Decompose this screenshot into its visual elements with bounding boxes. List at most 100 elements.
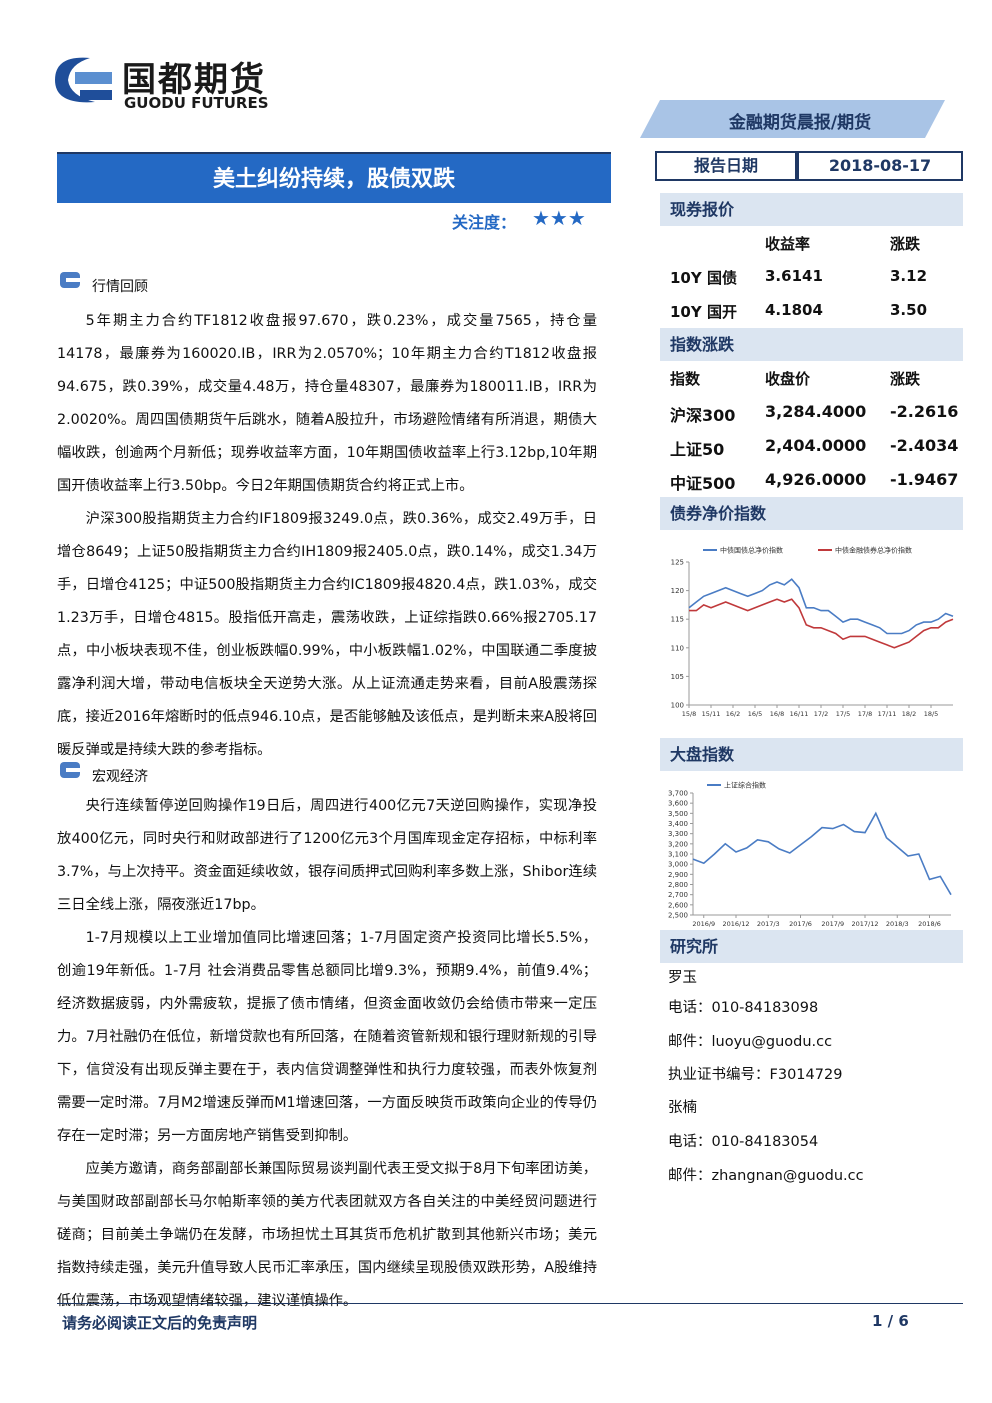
y-tick-label: 3,400	[668, 820, 688, 828]
x-tick-label: 2016/12	[722, 920, 749, 928]
stars: ★★★	[532, 206, 586, 230]
x-tick-label: 2016/9	[692, 920, 715, 928]
table-cell: 3,284.4000	[765, 402, 867, 421]
side-heading: 指数涨跌	[660, 328, 963, 361]
x-tick-label: 17/11	[878, 710, 897, 718]
x-tick-label: 16/5	[748, 710, 763, 718]
table-cell: 沪深300	[670, 406, 736, 425]
table-cell: 上证50	[670, 440, 725, 459]
y-tick-label: 2,900	[668, 871, 688, 879]
date-label: 报告日期	[655, 151, 797, 181]
x-tick-label: 16/2	[726, 710, 741, 718]
x-tick-label: 2017/6	[789, 920, 812, 928]
market-chart: 2,500 2,600 2,700 2,800 2,900 3,000 3,100 3,200…	[668, 781, 952, 928]
table-cell: 4,926.0000	[765, 470, 867, 489]
research-line: 邮件：luoyu@guodu.cc	[668, 1034, 833, 1050]
table-cell: 2,404.0000	[765, 436, 867, 455]
logo-mark	[55, 57, 112, 103]
table-cell: -2.4034	[890, 436, 959, 455]
research-line: 电话：010-84183054	[668, 1134, 819, 1150]
column-header: 收盘价	[765, 370, 811, 388]
y-tick-label: 3,700	[668, 790, 688, 798]
research-line: 邮件：zhangnan@guodu.cc	[668, 1168, 864, 1184]
legend-label: 中债金融债券总净价指数	[835, 546, 912, 555]
paragraph: 5年期主力合约TF1812收盘报97.670，跌0.23%，成交量7565，持仓…	[57, 313, 597, 494]
table-cell: 3.12	[890, 267, 928, 285]
x-tick-label: 2018/6	[918, 920, 941, 928]
bond-chart: 100 105 110 115 120 125 15/8 15/11 16/2 16/5 16/8 1…	[671, 546, 954, 718]
x-tick-label: 2018/3	[886, 920, 909, 928]
table-cell: 10Y 国债	[670, 269, 737, 287]
x-tick-label: 17/8	[858, 710, 873, 718]
section-body: 央行连续暂停逆回购操作19日后，周四进行400亿元7天逆回购操作，实现净投放40…	[57, 790, 597, 1318]
x-tick-label: 2017/12	[851, 920, 878, 928]
section-icon	[60, 272, 80, 288]
side-heading: 研究所	[660, 930, 963, 963]
table-cell: 10Y 国开	[670, 303, 737, 321]
section-heading: 行情回顾	[92, 279, 148, 295]
paragraph: 应美方邀请，商务部副部长兼国际贸易谈判副代表王受文拟于8月下旬率团访美，与美国财…	[57, 1161, 597, 1309]
disclaimer: 请务必阅读正文后的免责声明	[62, 1314, 258, 1332]
footer-rule	[57, 1303, 963, 1304]
paragraph: 央行连续暂停逆回购操作19日后，周四进行400亿元7天逆回购操作，实现净投放40…	[57, 798, 597, 913]
research-line: 罗玉	[668, 970, 697, 986]
table-cell: -2.2616	[890, 402, 959, 421]
x-tick-label: 15/11	[702, 710, 721, 718]
x-tick-label: 16/11	[790, 710, 809, 718]
column-header: 收益率	[765, 235, 811, 253]
logo-en: GUODU FUTURES	[124, 94, 269, 112]
x-tick-label: 2017/9	[821, 920, 844, 928]
category: 金融期货晨报/期货	[728, 113, 872, 133]
x-tick-label: 15/8	[682, 710, 697, 718]
line	[689, 598, 954, 649]
table-cell: 3.6141	[765, 267, 823, 285]
y-tick-label: 2,600	[668, 901, 688, 909]
paragraph: 沪深300股指期货主力合约IF1809报3249.0点，跌0.36%，成交2.4…	[57, 511, 597, 758]
y-tick-label: 3,200	[668, 840, 688, 848]
line	[688, 578, 954, 635]
research-line: 执业证书编号：F3014729	[668, 1067, 843, 1083]
x-tick-label: 18/2	[902, 710, 917, 718]
y-tick-label: 105	[671, 673, 684, 681]
x-tick-label: 16/8	[770, 710, 785, 718]
y-tick-label: 2,500	[668, 912, 688, 920]
x-tick-label: 17/2	[814, 710, 829, 718]
date-value: 2018-08-17	[797, 151, 963, 181]
legend-label: 上证综合指数	[724, 781, 766, 790]
y-tick-label: 3,000	[668, 861, 688, 869]
y-tick-label: 3,300	[668, 830, 688, 838]
page-number: 1 / 6	[872, 1312, 909, 1330]
title: 美土纠纷持续，股债双跌	[57, 152, 611, 203]
y-tick-label: 2,700	[668, 891, 688, 899]
column-header: 涨跌	[890, 235, 921, 253]
side-heading: 现券报价	[660, 193, 963, 226]
y-tick-label: 3,600	[668, 800, 688, 808]
attention-label: 关注度：	[452, 213, 517, 232]
table-cell: 4.1804	[765, 301, 823, 319]
table-cell: -1.9467	[890, 470, 959, 489]
table-cell: 中证500	[670, 474, 736, 493]
y-tick-label: 3,100	[668, 851, 688, 859]
section-body: 5年期主力合约TF1812收盘报97.670，跌0.23%，成交量7565，持仓…	[57, 305, 597, 767]
y-tick-label: 100	[671, 702, 684, 710]
y-tick-label: 2,800	[668, 881, 688, 889]
table-cell: 3.50	[890, 301, 928, 319]
y-tick-label: 120	[671, 587, 684, 595]
column-header: 指数	[670, 370, 701, 388]
y-tick-label: 3,500	[668, 810, 688, 818]
x-tick-label: 17/5	[836, 710, 851, 718]
x-tick-label: 18/5	[924, 710, 939, 718]
column-header: 涨跌	[890, 370, 921, 388]
side-heading: 债券净价指数	[660, 497, 963, 530]
logo-cn: 国都期货	[122, 60, 266, 100]
line	[692, 811, 952, 896]
side-heading: 大盘指数	[660, 738, 963, 771]
legend-label: 中债国债总净价指数	[720, 546, 783, 555]
category-banner	[640, 100, 945, 138]
research-line: 张楠	[668, 1100, 697, 1116]
paragraph: 1-7月规模以上工业增加值同比增速回落；1-7月固定资产投资同比增长5.5%，创…	[57, 930, 597, 1144]
section-icon	[60, 762, 80, 778]
research-line: 电话：010-84183098	[668, 1000, 819, 1016]
y-tick-label: 125	[671, 559, 684, 567]
